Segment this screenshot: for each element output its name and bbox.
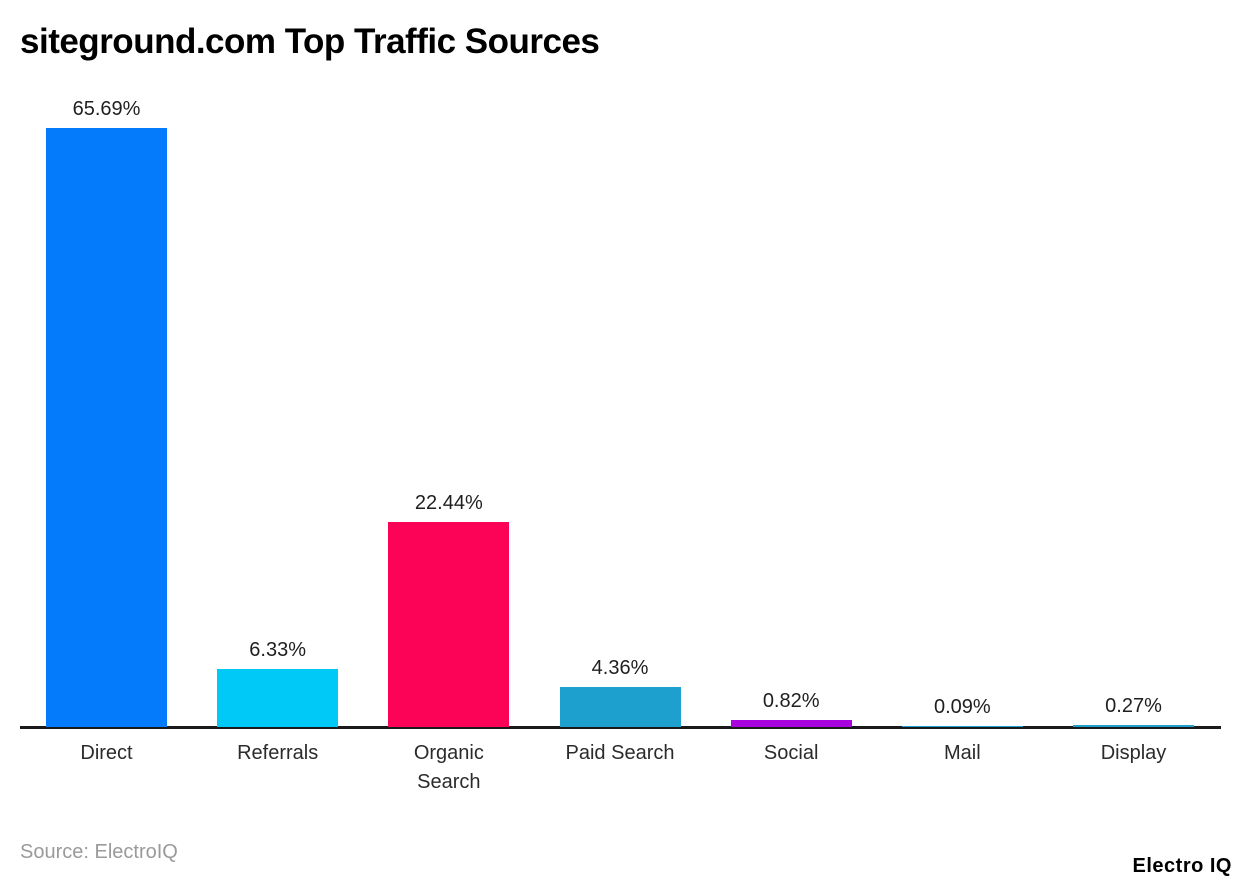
bar-value-label: 0.82% (762, 689, 820, 712)
source-note: Source: ElectroIQ (20, 841, 178, 863)
x-axis-line (20, 726, 1221, 729)
bar-category-label: Mail (944, 742, 981, 764)
bar-display (1073, 724, 1195, 727)
bar-value-label: 0.27% (1105, 694, 1162, 717)
bar-paid-search (559, 687, 681, 727)
bar-category-label: Paid Search (565, 742, 675, 764)
brand-logo: Electro IQ (1132, 855, 1232, 877)
bar-direct (46, 128, 167, 727)
bar-organic-search (388, 522, 510, 727)
bar-category-label: Referrals (237, 742, 319, 764)
bar-value-label: 0.09% (933, 696, 991, 719)
bar-value-label: 65.69% (72, 98, 141, 120)
chart-title: siteground.com Top Traffic Sources (20, 22, 600, 61)
bar-mail (901, 726, 1023, 727)
bar-value-label: 22.44% (414, 492, 483, 515)
bar-referrals (217, 669, 339, 727)
bar-category-label: Direct (80, 742, 133, 764)
bar-social (730, 719, 852, 727)
bar-category-label: Social (763, 742, 819, 764)
bar-category-label: Display (1100, 742, 1167, 764)
bar-category-label: Organic Search (413, 742, 484, 793)
bar-value-label: 4.36% (591, 657, 649, 680)
bar-value-label: 6.33% (249, 639, 307, 662)
